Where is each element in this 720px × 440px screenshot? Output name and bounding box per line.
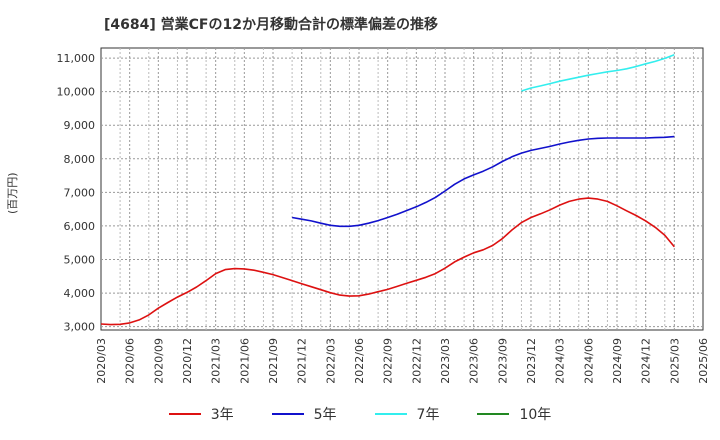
series-line-3年 [100,197,675,326]
x-tick-label: 2020/09 [152,338,165,384]
chart-title: [4684] 営業CFの12か月移動合計の標準偏差の推移 [104,17,438,33]
legend-label: 3年 [210,407,234,423]
x-tick-label: 2021/03 [210,338,223,384]
x-tick-label: 2025/06 [697,338,710,384]
x-tick-label: 2022/09 [382,338,395,384]
plot-area [100,47,704,331]
legend-item: 7年 [374,404,440,424]
x-tick-label: 2024/12 [640,338,653,384]
x-tick-label: 2022/06 [353,338,366,384]
y-tick-label: 7,000 [64,186,96,199]
legend-swatch [168,413,201,415]
legend-label: 7年 [416,407,440,423]
x-tick-label: 2024/03 [554,338,567,384]
y-tick-label: 8,000 [64,153,96,166]
y-tick-label: 3,000 [64,321,96,334]
legend-label: 10年 [519,407,552,423]
x-tick-label: 2022/12 [410,338,423,384]
legend-item: 3年 [168,404,234,424]
x-tick-label: 2024/06 [582,338,595,384]
x-tick-label: 2021/06 [238,338,251,384]
x-tick-label: 2020/06 [124,338,137,384]
x-tick-label: 2023/09 [496,338,509,384]
legend-swatch [271,413,304,415]
x-tick-label: 2024/09 [611,338,624,384]
legend-item: 5年 [271,404,337,424]
series-line-5年 [291,135,675,228]
legend-label: 5年 [313,407,337,423]
legend-swatch [477,413,510,415]
x-tick-label: 2020/03 [95,338,108,384]
y-tick-label: 6,000 [64,220,96,233]
y-tick-label: 10,000 [57,86,96,99]
legend-item: 10年 [477,404,551,424]
x-tick-label: 2020/12 [181,338,194,384]
x-tick-label: 2021/12 [296,338,309,384]
series-line-7年 [521,53,675,92]
legend-swatch [374,413,407,415]
chart-legend: 3年 5年 7年 10年 [0,404,720,424]
x-tick-label: 2023/12 [525,338,538,384]
y-tick-label: 11,000 [57,52,96,65]
y-tick-label: 5,000 [64,254,96,267]
x-tick-label: 2023/03 [439,338,452,384]
x-tick-label: 2022/03 [324,338,337,384]
y-tick-label: 9,000 [64,119,96,132]
x-tick-label: 2021/09 [267,338,280,384]
y-tick-label: 4,000 [64,287,96,300]
x-tick-label: 2023/06 [468,338,481,384]
x-tick-label: 2025/03 [668,338,681,384]
